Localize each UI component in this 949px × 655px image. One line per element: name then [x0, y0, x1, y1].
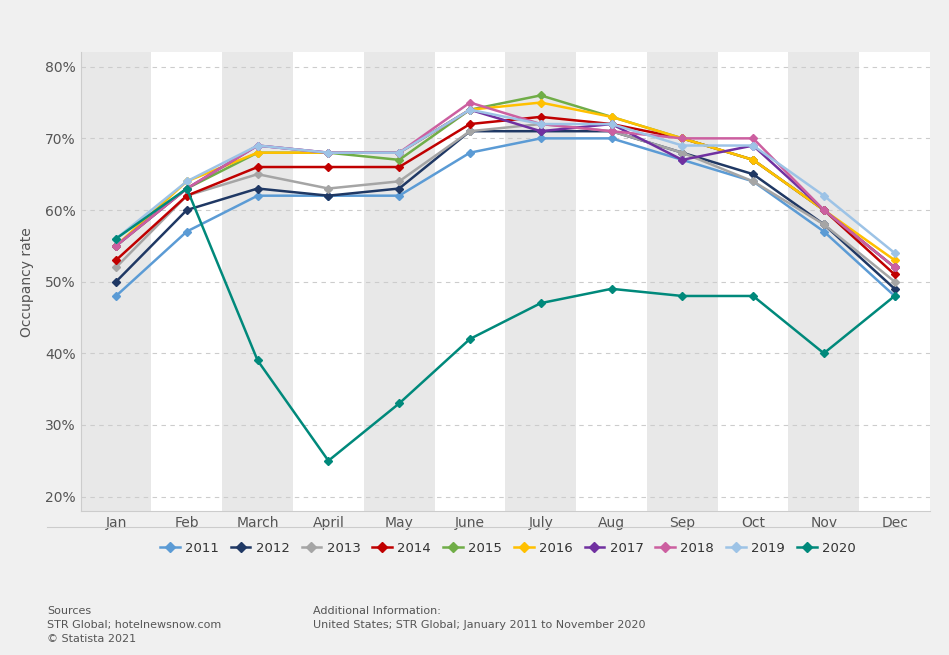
Bar [505, 52, 576, 511]
Text: Sources
STR Global; hotelnewsnow.com
© Statista 2021: Sources STR Global; hotelnewsnow.com © S… [47, 606, 222, 644]
Bar [789, 52, 859, 511]
Text: Additional Information:
United States; STR Global; January 2011 to November 2020: Additional Information: United States; S… [313, 606, 645, 630]
Bar [363, 52, 435, 511]
Legend: 2011, 2012, 2013, 2014, 2015, 2016, 2017, 2018, 2019, 2020: 2011, 2012, 2013, 2014, 2015, 2016, 2017… [155, 536, 861, 560]
Bar [222, 52, 293, 511]
Bar [81, 52, 152, 511]
Y-axis label: Occupancy rate: Occupancy rate [20, 227, 34, 337]
Bar [647, 52, 717, 511]
